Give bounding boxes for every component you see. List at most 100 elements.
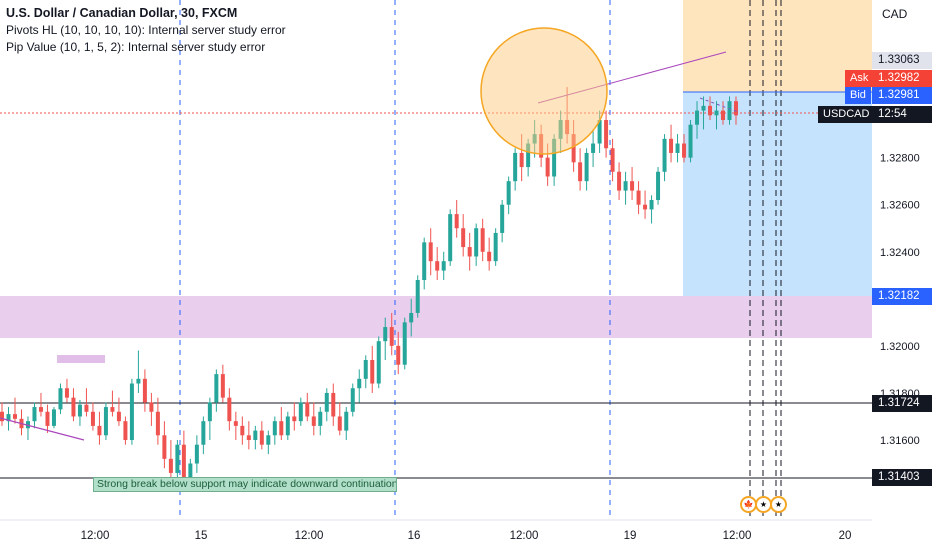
- candle-body-11: [71, 397, 76, 417]
- candle-body-60: [389, 327, 394, 346]
- candle-body-63: [409, 312, 414, 323]
- target-zone: [683, 0, 872, 92]
- candle-body-113: [734, 101, 738, 116]
- candle-body-42: [272, 421, 277, 436]
- candle-body-50: [324, 392, 329, 412]
- candle-body-8: [51, 409, 56, 426]
- candle-body-44: [285, 416, 290, 436]
- candle-body-77: [500, 204, 505, 233]
- candle-body-20: [129, 383, 134, 440]
- candle-body-78: [506, 181, 511, 205]
- candle-body-52: [337, 416, 342, 431]
- candle-body-41: [266, 435, 271, 445]
- time-tick-0: 12:00: [81, 530, 110, 542]
- candle-body-40: [259, 430, 264, 445]
- time-tick-5: 19: [624, 530, 637, 542]
- candle-body-112: [727, 101, 732, 120]
- candle-body-15: [97, 425, 102, 436]
- candle-body-68: [441, 261, 446, 271]
- symbol-title[interactable]: U.S. Dollar / Canadian Dollar, 30, FXCM: [6, 6, 238, 20]
- candle-body-85: [552, 138, 557, 177]
- support2-price-tag: 1.31403: [872, 469, 932, 486]
- candle-body-32: [207, 402, 212, 422]
- candle-body-89: [578, 162, 583, 182]
- us-flag-icon-2[interactable]: ★: [770, 496, 787, 513]
- candle-body-110: [714, 110, 719, 116]
- candle-body-103: [669, 138, 674, 153]
- candle-body-10: [64, 388, 69, 398]
- countdown-tag: 12:54: [872, 106, 932, 123]
- price-tick-1: 1.32600: [880, 200, 920, 212]
- candle-body-27: [175, 444, 180, 473]
- candle-body-31: [201, 421, 206, 445]
- candle-body-53: [344, 411, 349, 431]
- bid-label: Bid: [845, 87, 871, 104]
- indicator-pivots-label[interactable]: Pivots HL (10, 10, 10, 10): Internal ser…: [6, 23, 286, 37]
- candle-body-72: [467, 247, 472, 257]
- candle-body-47: [305, 402, 310, 417]
- price-tick-0: 1.32800: [880, 153, 920, 165]
- candle-body-0: [0, 411, 4, 422]
- candle-body-22: [142, 378, 147, 403]
- candle-body-111: [721, 110, 726, 120]
- candle-body-26: [168, 458, 173, 473]
- time-tick-2: 12:00: [295, 530, 324, 542]
- candle-body-105: [682, 143, 687, 158]
- candle-body-28: [181, 444, 186, 478]
- candle-body-108: [701, 105, 706, 111]
- candle-body-34: [220, 374, 225, 398]
- candle-body-96: [623, 181, 628, 191]
- candle-body-23: [149, 402, 154, 412]
- candle-body-102: [662, 138, 667, 172]
- falling-trendline: [0, 417, 85, 441]
- candle-body-90: [584, 152, 589, 182]
- candle-body-19: [123, 421, 128, 440]
- candle-body-33: [214, 374, 219, 403]
- candle-body-93: [604, 120, 609, 149]
- stop-zone: [683, 92, 872, 296]
- candle-body-39: [253, 430, 258, 440]
- price-tick-3: 1.32000: [880, 341, 920, 353]
- candle-body-65: [422, 242, 427, 280]
- support-break-note[interactable]: Strong break below support may indicate …: [93, 477, 397, 492]
- candle-body-66: [428, 242, 433, 262]
- candle-body-64: [415, 280, 420, 313]
- candle-body-61: [396, 345, 401, 365]
- candle-body-101: [656, 171, 661, 200]
- candle-body-43: [279, 421, 284, 436]
- time-tick-4: 12:00: [510, 530, 539, 542]
- candle-body-14: [90, 411, 95, 426]
- candle-body-98: [636, 190, 641, 205]
- candle-body-107: [695, 110, 700, 125]
- candle-body-16: [103, 407, 108, 436]
- candle-body-1: [6, 414, 11, 422]
- candle-body-17: [110, 407, 115, 412]
- candle-body-81: [526, 143, 531, 168]
- candle-body-30: [194, 444, 199, 464]
- candle-body-9: [58, 388, 63, 410]
- stop-price-tag: 1.32182: [872, 288, 932, 305]
- candle-body-56: [363, 360, 368, 379]
- candle-body-58: [376, 341, 381, 384]
- candle-body-70: [454, 214, 459, 229]
- candle-body-67: [435, 261, 440, 271]
- high-price-tag: 1.33063: [872, 52, 932, 69]
- candle-body-91: [591, 143, 596, 153]
- candle-body-45: [292, 416, 297, 422]
- indicator-pip-value-label[interactable]: Pip Value (10, 1, 5, 2): Internal server…: [6, 40, 266, 54]
- candle-body-88: [571, 134, 576, 163]
- candle-body-104: [675, 143, 680, 153]
- candle-body-35: [227, 397, 232, 422]
- candle-body-29: [188, 463, 193, 478]
- symbol-tag: USDCAD: [818, 106, 875, 123]
- currency-label: CAD: [882, 7, 908, 21]
- price-tick-5: 1.31600: [880, 435, 920, 447]
- candle-body-62: [402, 322, 407, 365]
- candle-body-4: [25, 421, 30, 429]
- candle-body-2: [12, 414, 17, 419]
- ask-price-tag: 1.32982: [872, 70, 932, 87]
- time-tick-6: 12:00: [723, 530, 752, 542]
- candle-body-95: [617, 171, 622, 191]
